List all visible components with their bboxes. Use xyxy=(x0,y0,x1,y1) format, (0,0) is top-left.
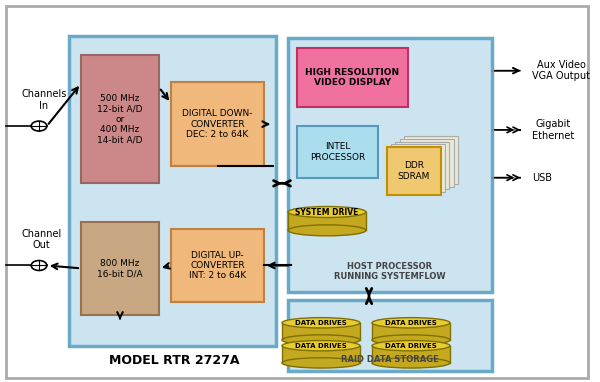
FancyBboxPatch shape xyxy=(175,232,268,305)
FancyBboxPatch shape xyxy=(171,82,264,166)
Polygon shape xyxy=(288,212,366,230)
Text: DATA DRIVES: DATA DRIVES xyxy=(385,343,437,349)
FancyBboxPatch shape xyxy=(395,142,449,189)
Circle shape xyxy=(31,121,47,131)
Text: Gigabit
Ethernet: Gigabit Ethernet xyxy=(532,119,574,141)
FancyBboxPatch shape xyxy=(400,139,454,187)
Polygon shape xyxy=(372,323,450,340)
Ellipse shape xyxy=(372,358,450,368)
Polygon shape xyxy=(372,346,450,363)
Text: Channels
In: Channels In xyxy=(21,89,67,111)
Text: SYSTEM DRIVE: SYSTEM DRIVE xyxy=(295,207,359,217)
Text: RAID DATA STORAGE: RAID DATA STORAGE xyxy=(341,355,439,364)
Text: INTEL
PROCESSOR: INTEL PROCESSOR xyxy=(310,142,365,162)
Ellipse shape xyxy=(372,341,450,351)
Polygon shape xyxy=(282,346,360,363)
Ellipse shape xyxy=(282,341,360,351)
Text: USB: USB xyxy=(532,173,552,183)
FancyBboxPatch shape xyxy=(288,300,492,371)
FancyBboxPatch shape xyxy=(6,6,588,378)
Text: DIGITAL UP-
CONVERTER
INT: 2 to 64K: DIGITAL UP- CONVERTER INT: 2 to 64K xyxy=(189,251,246,280)
Text: DATA DRIVES: DATA DRIVES xyxy=(385,320,437,326)
FancyBboxPatch shape xyxy=(288,38,492,292)
Text: 500 MHz
12-bit A/D
or
400 MHz
14-bit A/D: 500 MHz 12-bit A/D or 400 MHz 14-bit A/D xyxy=(97,94,143,145)
FancyBboxPatch shape xyxy=(387,147,441,195)
Text: DATA DRIVES: DATA DRIVES xyxy=(295,320,347,326)
FancyBboxPatch shape xyxy=(297,48,408,107)
Text: Aux Video
VGA Output: Aux Video VGA Output xyxy=(532,60,590,81)
FancyBboxPatch shape xyxy=(391,144,445,192)
Text: DIGITAL DOWN-
CONVERTER
DEC: 2 to 64K: DIGITAL DOWN- CONVERTER DEC: 2 to 64K xyxy=(182,109,253,139)
Text: 800 MHz
16-bit D/A: 800 MHz 16-bit D/A xyxy=(97,259,143,278)
Ellipse shape xyxy=(288,225,366,236)
FancyBboxPatch shape xyxy=(69,36,276,346)
Circle shape xyxy=(31,261,47,270)
FancyBboxPatch shape xyxy=(171,229,264,302)
FancyBboxPatch shape xyxy=(85,58,163,186)
Ellipse shape xyxy=(282,335,360,345)
Ellipse shape xyxy=(282,318,360,328)
Text: DATA DRIVES: DATA DRIVES xyxy=(295,343,347,349)
FancyBboxPatch shape xyxy=(301,51,412,110)
Ellipse shape xyxy=(288,207,366,217)
Polygon shape xyxy=(282,323,360,340)
FancyBboxPatch shape xyxy=(81,55,159,183)
FancyBboxPatch shape xyxy=(297,126,378,178)
Ellipse shape xyxy=(372,318,450,328)
Ellipse shape xyxy=(282,358,360,368)
Ellipse shape xyxy=(372,335,450,345)
FancyBboxPatch shape xyxy=(301,129,382,181)
Text: HOST PROCESSOR
RUNNING SYSTEMFLOW: HOST PROCESSOR RUNNING SYSTEMFLOW xyxy=(334,262,446,281)
Text: HIGH RESOLUTION
VIDEO DISPLAY: HIGH RESOLUTION VIDEO DISPLAY xyxy=(305,68,400,87)
FancyBboxPatch shape xyxy=(175,85,268,169)
FancyBboxPatch shape xyxy=(404,136,458,184)
Text: DDR
SDRAM: DDR SDRAM xyxy=(398,161,430,181)
Text: Channel
Out: Channel Out xyxy=(21,228,61,250)
FancyBboxPatch shape xyxy=(81,222,159,315)
Text: MODEL RTR 2727A: MODEL RTR 2727A xyxy=(109,354,239,367)
FancyBboxPatch shape xyxy=(85,225,163,318)
